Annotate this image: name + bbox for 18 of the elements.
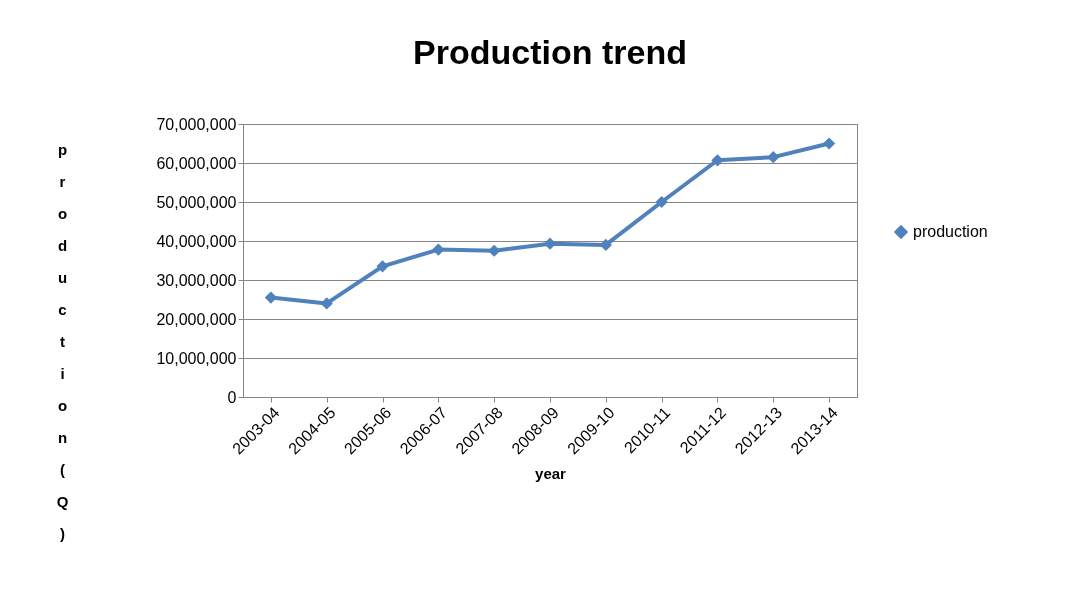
y-tick-label: 70,000,000 (156, 115, 237, 133)
y-tick-label: 40,000,000 (156, 232, 237, 250)
point (599, 238, 612, 252)
y-tick-label: 60,000,000 (156, 154, 237, 172)
point (264, 291, 278, 304)
chart-title: Production trend (413, 33, 687, 71)
y-tick-label: 0 (227, 388, 237, 406)
y-tick-label: 10,000,000 (156, 349, 237, 367)
y-tick-label: 30,000,000 (156, 271, 237, 289)
point (822, 137, 836, 150)
legend-label: production (913, 223, 988, 240)
y-tick-label: 50,000,000 (156, 193, 237, 211)
point (376, 260, 389, 273)
y-tick-label: 20,000,000 (156, 310, 237, 328)
point (655, 195, 668, 209)
text: production (Q) (56, 140, 69, 542)
x-axis-title: year (535, 465, 567, 483)
point (767, 151, 780, 164)
